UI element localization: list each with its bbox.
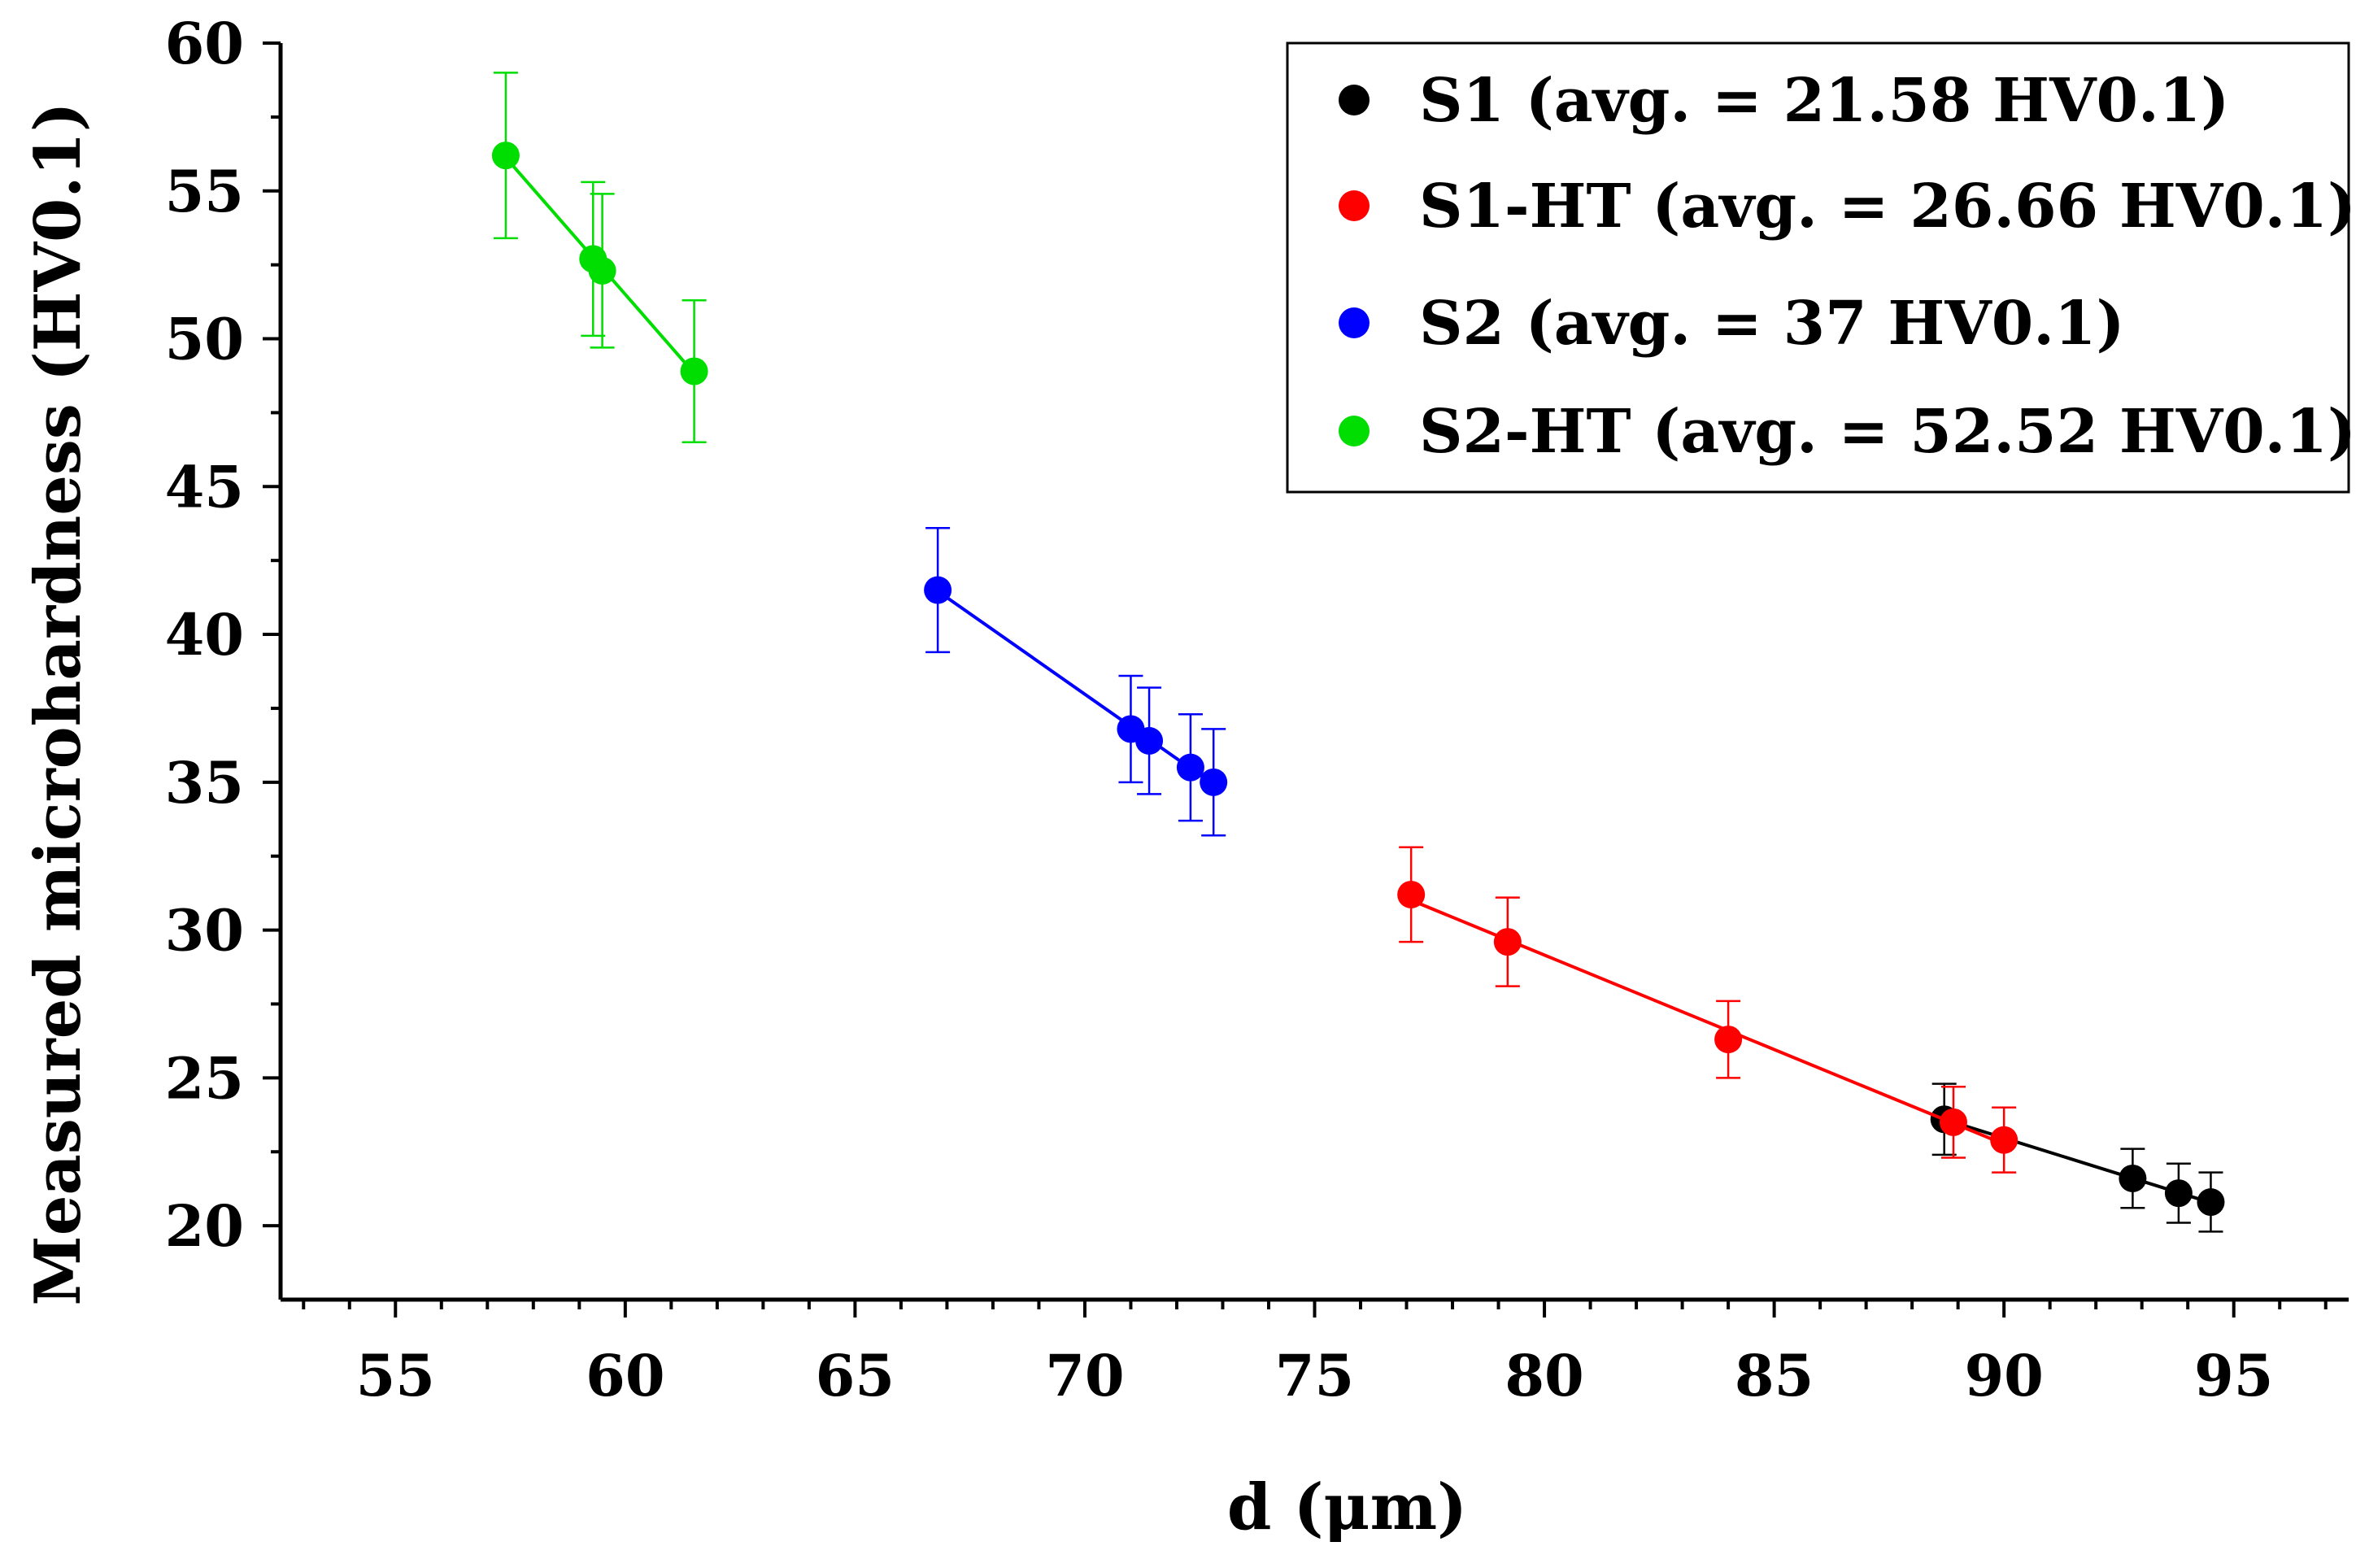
- series-3-fit-line: [936, 590, 1215, 786]
- series-2-point: [1493, 928, 1522, 956]
- y-tick-label: 40: [165, 601, 244, 669]
- legend-label-2: S1-HT (avg. = 26.66 HV0.1): [1419, 172, 2356, 242]
- legend-marker-4: [1339, 416, 1370, 446]
- x-tick-label: 75: [1275, 1342, 1354, 1409]
- y-tick-label: 45: [165, 453, 244, 520]
- series-1-point: [2164, 1179, 2193, 1208]
- x-tick-label: 90: [1964, 1342, 2043, 1409]
- series-4-point: [680, 357, 708, 385]
- x-tick-label: 60: [586, 1342, 664, 1409]
- legend-label-1: S1 (avg. = 21.58 HV0.1): [1419, 66, 2229, 136]
- series-3-point: [924, 576, 952, 604]
- series-3-point: [1200, 768, 1228, 796]
- legend-marker-1: [1339, 85, 1370, 115]
- legend-label-3: S2 (avg. = 37 HV0.1): [1419, 289, 2125, 359]
- series-2-point: [1397, 880, 1426, 908]
- series-4-point: [588, 256, 616, 285]
- series-4-point: [491, 142, 520, 170]
- series-2-point: [1990, 1126, 2018, 1154]
- y-tick-label: 55: [165, 158, 244, 225]
- legend-marker-3: [1339, 307, 1370, 338]
- x-tick-label: 65: [816, 1342, 895, 1409]
- series-1-point: [2119, 1164, 2147, 1192]
- legend-marker-2: [1339, 190, 1370, 221]
- y-tick-label: 60: [165, 10, 244, 77]
- x-tick-label: 55: [356, 1342, 435, 1409]
- y-tick-label: 25: [165, 1044, 244, 1112]
- y-tick-label: 20: [165, 1192, 244, 1260]
- y-tick-label: 35: [165, 749, 244, 817]
- y-tick-label: 50: [165, 306, 244, 373]
- series-2-point: [1714, 1026, 1743, 1054]
- series-1-point: [2197, 1188, 2225, 1217]
- y-tick-label: 30: [165, 897, 244, 965]
- series-3-point: [1135, 726, 1164, 755]
- x-tick-label: 80: [1505, 1342, 1583, 1409]
- legend-label-4: S2-HT (avg. = 52.52 HV0.1): [1419, 397, 2356, 467]
- x-tick-label: 70: [1045, 1342, 1124, 1409]
- y-axis-title: Measured microhardness (HV0.1): [21, 102, 95, 1305]
- x-axis-title: d (μm): [1227, 1470, 1467, 1544]
- series-3-point: [1176, 753, 1204, 782]
- x-tick-label: 85: [1735, 1342, 1814, 1409]
- series-2-point: [1940, 1108, 1968, 1136]
- legend-box: [1286, 41, 2350, 494]
- x-tick-label: 95: [2194, 1342, 2273, 1409]
